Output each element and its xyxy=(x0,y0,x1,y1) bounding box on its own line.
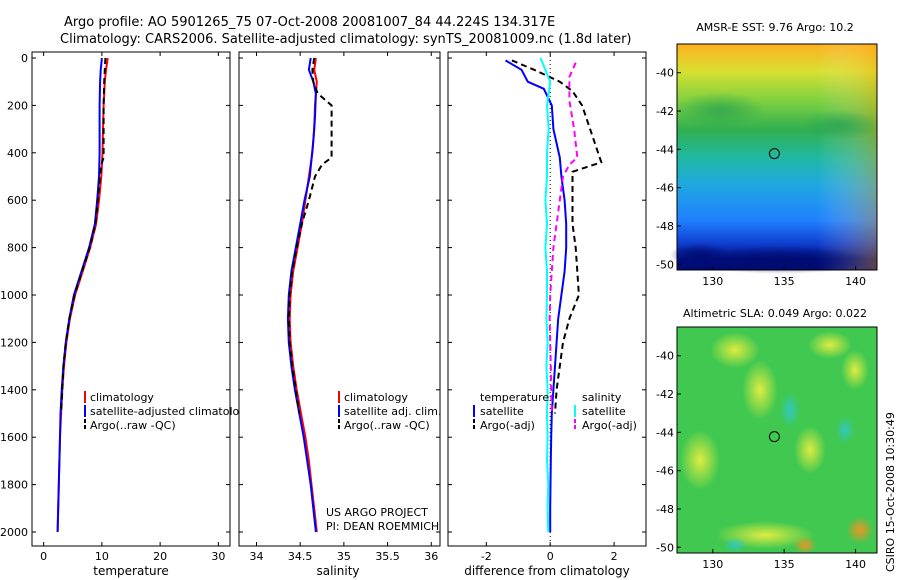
legend-label-climatology: climatology xyxy=(344,391,408,404)
y-tick-label: 800 xyxy=(7,242,28,255)
legend-label-satellite-adj: satellite adj. clim. xyxy=(344,405,441,418)
legend-header-temperature: temperature xyxy=(480,391,549,404)
x-tick-label: 0 xyxy=(547,550,554,563)
x-tick-label: 34 xyxy=(249,550,263,563)
map-y-tick-label: -40 xyxy=(656,67,674,80)
y-tick-label: 0 xyxy=(21,52,28,65)
map-y-tick-label: -40 xyxy=(656,350,674,363)
map-x-tick-label: 130 xyxy=(702,558,723,571)
figure-title-line1: Argo profile: AO 5901265_75 07-Oct-2008 … xyxy=(64,15,555,30)
salinity-panel: 34 34.5 35 35.5 36 salinity climatology sate… xyxy=(238,51,441,578)
map-y-tick-label: -42 xyxy=(656,105,674,118)
series-line-salinity-satellite xyxy=(539,57,552,533)
map-x-tick-label: 140 xyxy=(845,275,866,288)
series-line-satellite-adjusted-climatology xyxy=(56,57,103,533)
difference-panel: -2 0 2 difference from climatology tempera… xyxy=(447,51,647,578)
legend-label-climatology: climatology xyxy=(90,391,154,404)
salinity-legend: climatology satellite adj. clim. Argo(..… xyxy=(338,391,441,432)
sla-map-panel: Altimetric SLA: 0.049 Argo: 0.022 130 135… xyxy=(656,307,878,571)
sla-map-title: Altimetric SLA: 0.049 Argo: 0.022 xyxy=(683,307,867,320)
sst-map-title: AMSR-E SST: 9.76 Argo: 10.2 xyxy=(696,21,854,34)
sst-heatmap-image xyxy=(670,44,880,274)
x-tick-label: 35.5 xyxy=(375,550,400,563)
legend-label-argo: Argo(..raw -QC) xyxy=(344,419,430,432)
map-x-tick-label: 135 xyxy=(774,275,795,288)
map-y-tick-label: -46 xyxy=(656,182,674,195)
map-y-tick-label: -50 xyxy=(656,541,674,554)
temperature-panel: 0 10 20 30 0 200 400 600 800 1000 1200 1400 1600 180… xyxy=(0,51,253,578)
y-tick-label: 600 xyxy=(7,194,28,207)
figure-title-line2: Climatology: CARS2006. Satellite-adjuste… xyxy=(60,32,632,47)
series-line-salinity-argo-adj xyxy=(548,62,579,414)
x-tick-label: 34.5 xyxy=(288,550,313,563)
map-x-tick-label: 140 xyxy=(845,558,866,571)
x-tick-label: 30 xyxy=(211,550,225,563)
sla-heatmap-image xyxy=(677,327,877,554)
legend-label-sal-argo: Argo(-adj) xyxy=(582,419,637,432)
map-y-tick-label: -44 xyxy=(656,143,674,156)
project-annotation-line1: US ARGO PROJECT xyxy=(326,506,428,519)
credit-text: CSIRO 15-Oct-2008 10:30:49 xyxy=(884,412,897,572)
y-tick-label: 400 xyxy=(7,147,28,160)
temperature-xlabel: temperature xyxy=(93,564,168,578)
legend-label-argo: Argo(..raw -QC) xyxy=(90,419,176,432)
map-y-tick-label: -48 xyxy=(656,503,674,516)
y-tick-label: 1600 xyxy=(0,431,28,444)
x-tick-label: 2 xyxy=(611,550,618,563)
legend-header-salinity: salinity xyxy=(582,391,622,404)
project-annotation-line2: PI: DEAN ROEMMICH xyxy=(326,520,439,533)
sst-argo-location-marker xyxy=(768,148,780,160)
y-tick-label: 1200 xyxy=(0,336,28,349)
map-y-tick-label: -48 xyxy=(656,220,674,233)
x-tick-label: 20 xyxy=(153,550,167,563)
map-x-tick-label: 135 xyxy=(774,558,795,571)
sst-axes-box xyxy=(676,43,878,271)
temperature-legend: climatology satellite-adjusted climatolo… xyxy=(84,391,253,432)
legend-label-satellite-adjusted: satellite-adjusted climatology xyxy=(90,405,253,418)
y-tick-label: 2000 xyxy=(0,526,28,539)
map-y-tick-label: -44 xyxy=(656,426,674,439)
y-tick-label: 1800 xyxy=(0,479,28,492)
y-tick-label: 200 xyxy=(7,99,28,112)
map-y-tick-label: -50 xyxy=(656,258,674,271)
legend-label-temp-argo: Argo(-adj) xyxy=(480,419,535,432)
x-tick-label: 35 xyxy=(337,550,351,563)
difference-xlabel: difference from climatology xyxy=(464,564,630,578)
series-line-temperature-satellite xyxy=(504,59,568,532)
x-tick-label: -2 xyxy=(481,550,492,563)
x-tick-label: 0 xyxy=(40,550,47,563)
salinity-xlabel: salinity xyxy=(316,564,359,578)
map-y-tick-label: -42 xyxy=(656,388,674,401)
x-tick-label: 10 xyxy=(95,550,109,563)
sla-argo-location-marker xyxy=(768,431,780,443)
map-x-tick-label: 130 xyxy=(702,275,723,288)
series-line-temperature-argo-adj xyxy=(511,59,603,414)
salinity-axes-box xyxy=(238,51,441,547)
y-tick-label: 1000 xyxy=(0,289,28,302)
series-line-argo-raw-qc xyxy=(287,57,333,414)
legend-label-sal-satellite: satellite xyxy=(582,405,626,418)
map-y-tick-label: -46 xyxy=(656,465,674,478)
x-tick-label: 36 xyxy=(424,550,438,563)
temperature-axes-box xyxy=(31,51,231,547)
series-line-argo-raw-qc xyxy=(60,57,107,414)
legend-label-temp-satellite: satellite xyxy=(480,405,524,418)
y-tick-label: 1400 xyxy=(0,384,28,397)
difference-legend: temperature salinity satellite Argo(-adj… xyxy=(473,391,637,432)
sla-axes-box xyxy=(676,326,878,554)
sst-map-panel: AMSR-E SST: 9.76 Argo: 10.2 130 135 140 -40… xyxy=(656,21,880,288)
